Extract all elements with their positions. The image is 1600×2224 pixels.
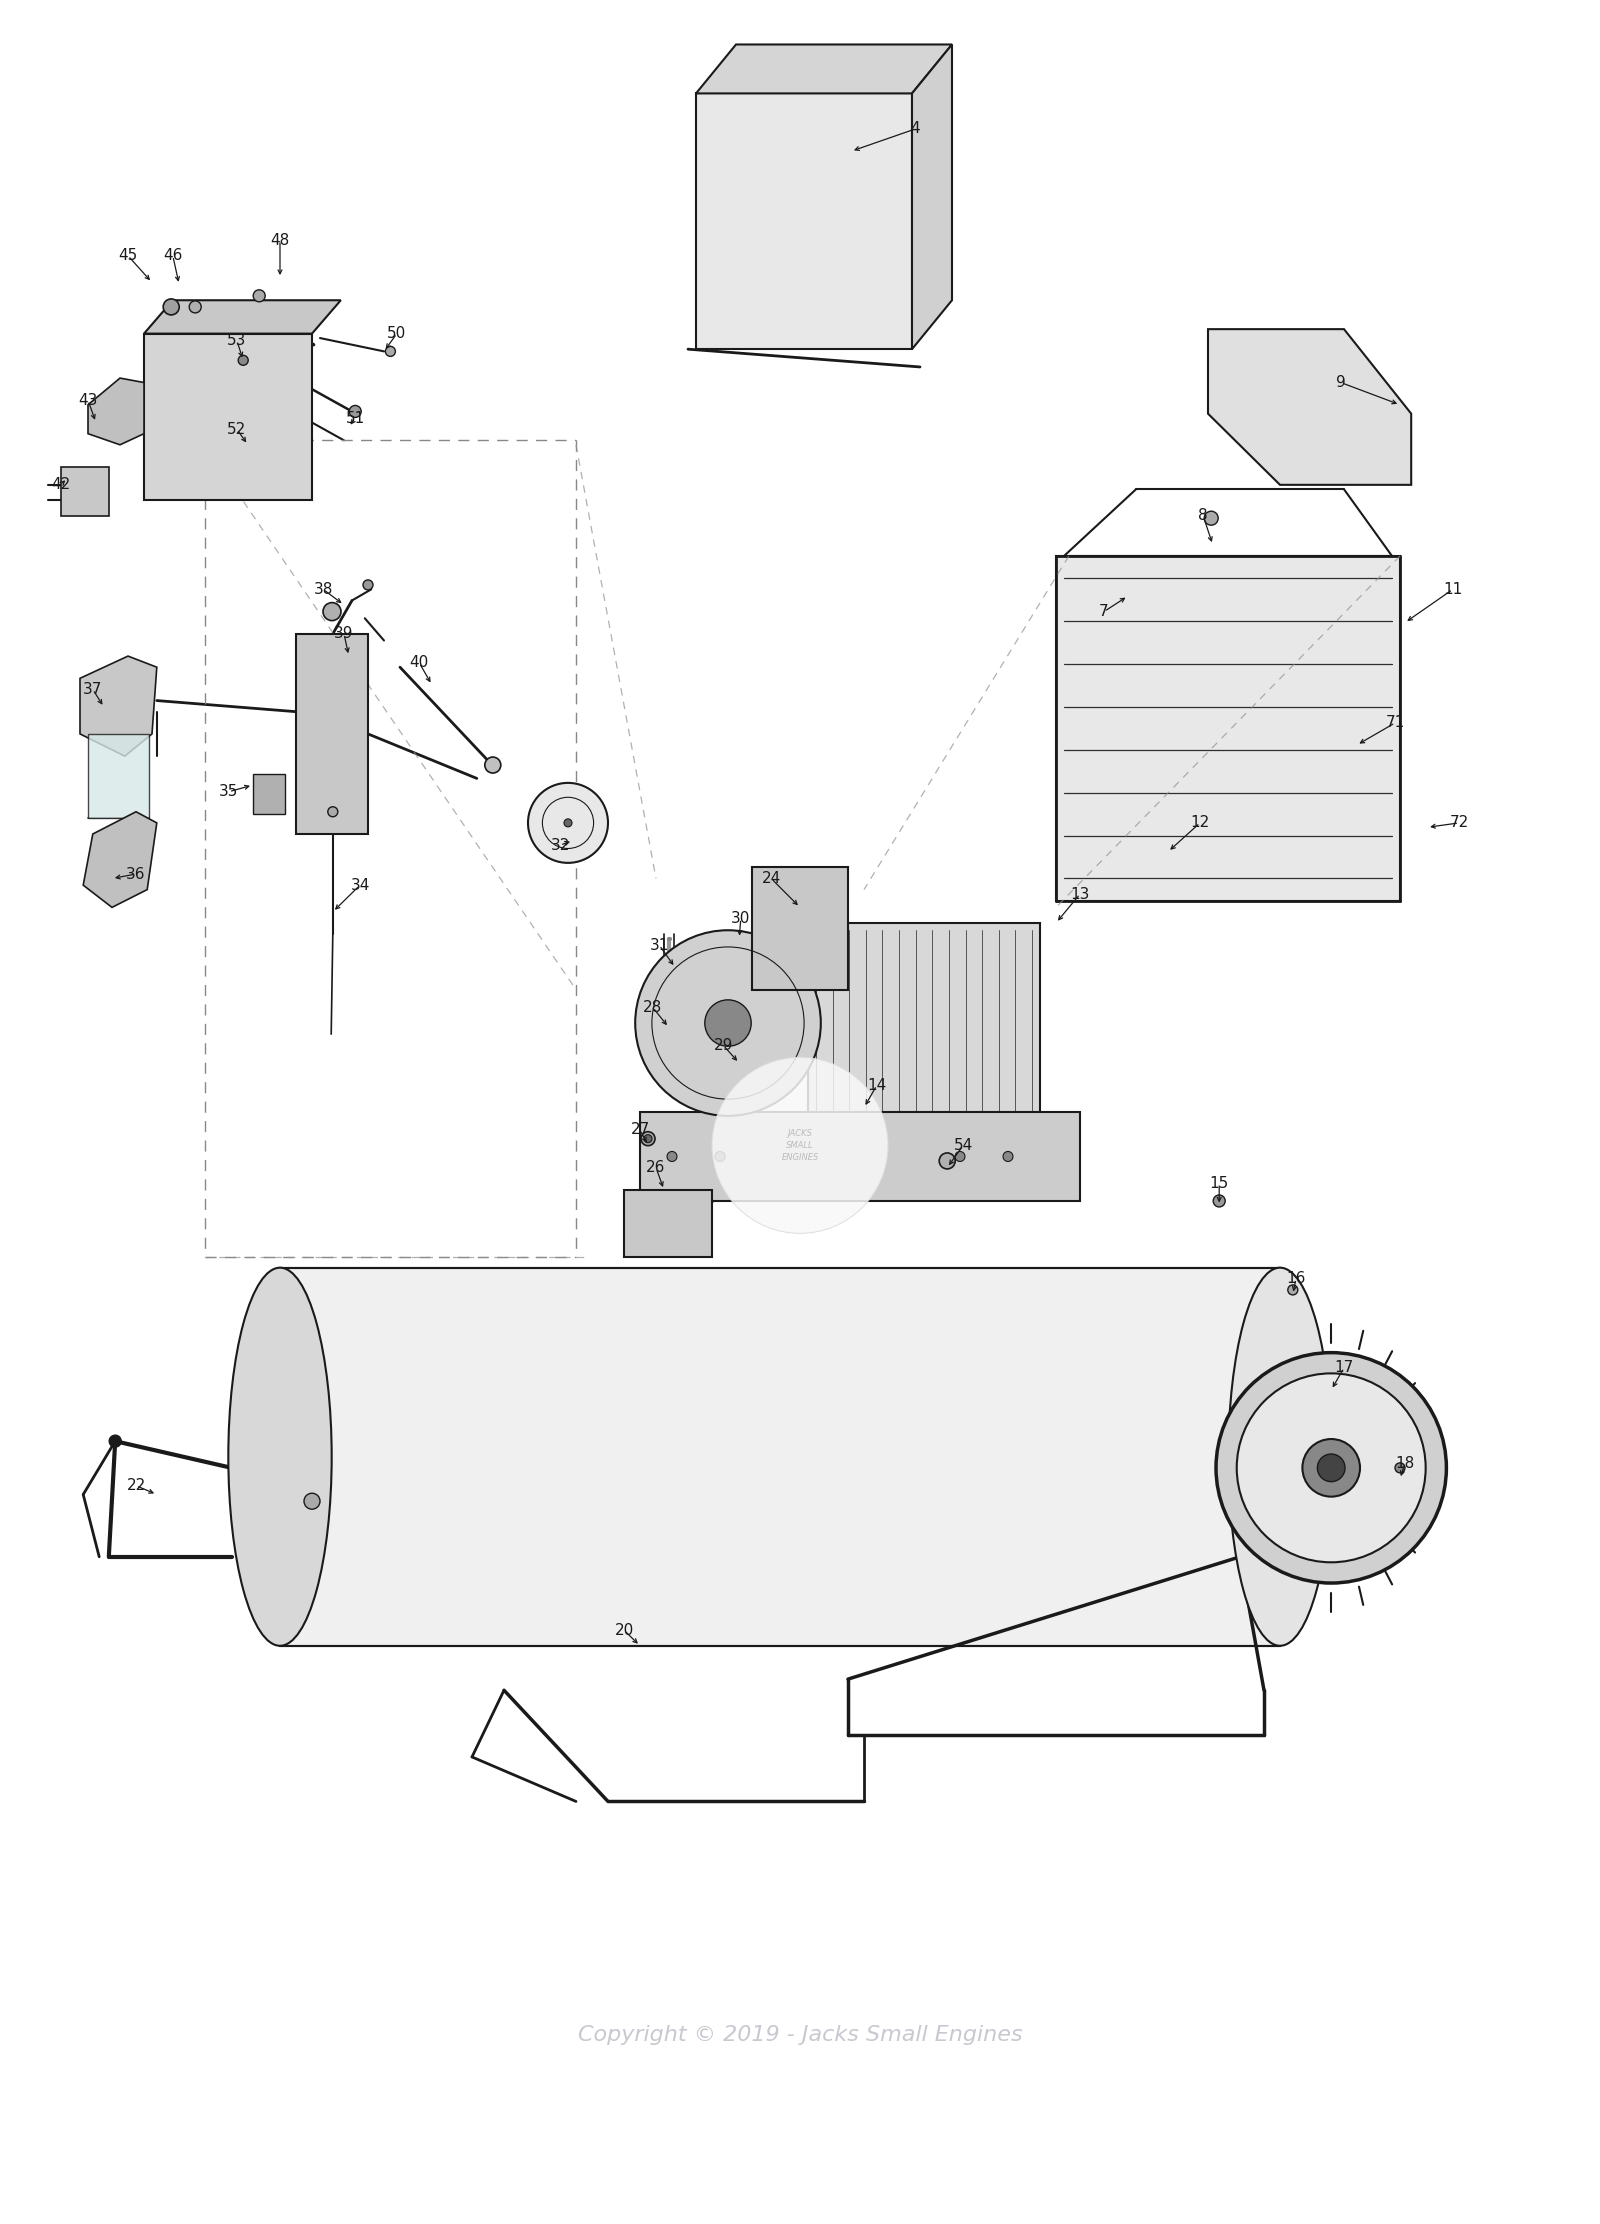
Polygon shape bbox=[1208, 329, 1411, 485]
Text: 32: 32 bbox=[550, 838, 570, 852]
Bar bbox=[144, 334, 312, 500]
Circle shape bbox=[386, 347, 395, 356]
Text: 71: 71 bbox=[1386, 716, 1405, 729]
Circle shape bbox=[1395, 1463, 1405, 1472]
Circle shape bbox=[189, 300, 202, 314]
Text: Copyright © 2019 - Jacks Small Engines: Copyright © 2019 - Jacks Small Engines bbox=[578, 2026, 1022, 2044]
Text: 36: 36 bbox=[126, 867, 146, 881]
Text: 4: 4 bbox=[910, 122, 920, 136]
Circle shape bbox=[563, 818, 573, 827]
Text: 39: 39 bbox=[334, 627, 354, 641]
Circle shape bbox=[253, 289, 266, 302]
Text: 12: 12 bbox=[1190, 816, 1210, 830]
Bar bbox=[280, 1268, 1280, 1646]
Ellipse shape bbox=[1229, 1268, 1331, 1646]
Text: 8: 8 bbox=[1198, 509, 1208, 523]
Bar bbox=[88, 734, 149, 818]
Circle shape bbox=[363, 580, 373, 589]
Text: 14: 14 bbox=[867, 1079, 886, 1092]
Text: 26: 26 bbox=[646, 1161, 666, 1174]
Circle shape bbox=[328, 807, 338, 816]
Bar bbox=[1056, 556, 1400, 901]
Circle shape bbox=[715, 1152, 725, 1161]
Bar bbox=[752, 867, 848, 990]
Circle shape bbox=[635, 930, 821, 1116]
Text: 46: 46 bbox=[163, 249, 182, 262]
Text: 54: 54 bbox=[954, 1139, 973, 1152]
Circle shape bbox=[485, 756, 501, 774]
Circle shape bbox=[712, 1056, 888, 1234]
Text: 7: 7 bbox=[1099, 605, 1109, 618]
Circle shape bbox=[667, 1152, 677, 1161]
Text: 11: 11 bbox=[1443, 583, 1462, 596]
Circle shape bbox=[349, 405, 362, 418]
Circle shape bbox=[323, 603, 341, 620]
Text: 16: 16 bbox=[1286, 1272, 1306, 1285]
Polygon shape bbox=[912, 44, 952, 349]
Text: 24: 24 bbox=[762, 872, 781, 885]
Text: 30: 30 bbox=[731, 912, 750, 925]
Text: 31: 31 bbox=[650, 939, 669, 952]
Bar bbox=[624, 1190, 712, 1257]
Circle shape bbox=[642, 1132, 654, 1145]
Text: 13: 13 bbox=[1070, 887, 1090, 901]
Text: 51: 51 bbox=[346, 411, 365, 425]
Text: 50: 50 bbox=[387, 327, 406, 340]
Bar bbox=[253, 774, 285, 814]
Text: 9: 9 bbox=[1336, 376, 1346, 389]
Circle shape bbox=[1205, 512, 1218, 525]
Circle shape bbox=[304, 1492, 320, 1510]
Text: 34: 34 bbox=[350, 878, 370, 892]
Circle shape bbox=[1317, 1454, 1346, 1481]
Polygon shape bbox=[88, 378, 144, 445]
Text: 18: 18 bbox=[1395, 1457, 1414, 1470]
Polygon shape bbox=[80, 656, 157, 756]
Text: 72: 72 bbox=[1450, 816, 1469, 830]
Bar bbox=[61, 467, 109, 516]
Circle shape bbox=[109, 1434, 122, 1448]
Circle shape bbox=[238, 356, 248, 365]
Text: 38: 38 bbox=[314, 583, 333, 596]
Circle shape bbox=[1216, 1352, 1446, 1583]
Polygon shape bbox=[144, 300, 341, 334]
Circle shape bbox=[1288, 1285, 1298, 1294]
Circle shape bbox=[1003, 1152, 1013, 1161]
Text: 27: 27 bbox=[630, 1123, 650, 1136]
Circle shape bbox=[1213, 1194, 1226, 1208]
Text: 35: 35 bbox=[219, 785, 238, 798]
Circle shape bbox=[1237, 1374, 1426, 1561]
Text: 48: 48 bbox=[270, 234, 290, 247]
Text: JACKS
SMALL
ENGINES: JACKS SMALL ENGINES bbox=[781, 1130, 819, 1161]
Ellipse shape bbox=[229, 1268, 331, 1646]
Circle shape bbox=[163, 298, 179, 316]
Text: 22: 22 bbox=[126, 1479, 146, 1492]
Text: 20: 20 bbox=[614, 1624, 634, 1637]
Circle shape bbox=[643, 1134, 653, 1143]
Polygon shape bbox=[83, 812, 157, 907]
Text: 42: 42 bbox=[51, 478, 70, 492]
Text: 52: 52 bbox=[227, 423, 246, 436]
Text: 37: 37 bbox=[83, 683, 102, 696]
Circle shape bbox=[939, 1152, 955, 1170]
Circle shape bbox=[528, 783, 608, 863]
Text: 15: 15 bbox=[1210, 1176, 1229, 1190]
Text: 45: 45 bbox=[118, 249, 138, 262]
Polygon shape bbox=[696, 44, 952, 93]
Text: 29: 29 bbox=[714, 1039, 733, 1052]
Circle shape bbox=[955, 1152, 965, 1161]
Text: 17: 17 bbox=[1334, 1361, 1354, 1374]
Text: 28: 28 bbox=[643, 1001, 662, 1014]
Text: 43: 43 bbox=[78, 394, 98, 407]
Circle shape bbox=[1302, 1439, 1360, 1497]
Circle shape bbox=[704, 1001, 752, 1045]
Bar bbox=[640, 1112, 1080, 1201]
Text: 40: 40 bbox=[410, 656, 429, 669]
Bar bbox=[808, 923, 1040, 1123]
Bar bbox=[296, 634, 368, 834]
Bar bbox=[696, 93, 912, 349]
Text: 53: 53 bbox=[227, 334, 246, 347]
